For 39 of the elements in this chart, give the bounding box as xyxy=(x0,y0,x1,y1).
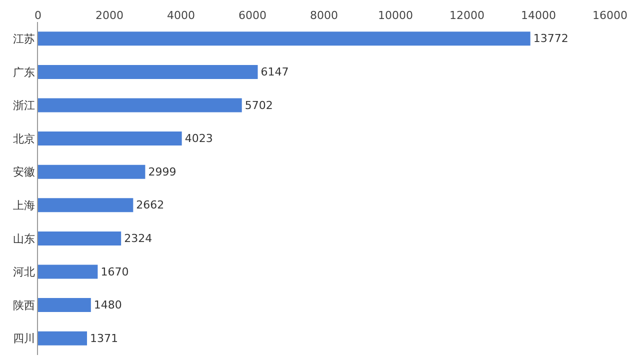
y-tick-label: 广东 xyxy=(12,66,35,79)
y-tick-label: 北京 xyxy=(12,132,35,146)
data-label: 1371 xyxy=(90,332,118,345)
data-label: 1480 xyxy=(94,298,122,312)
bar xyxy=(38,298,91,312)
y-tick-label: 陕西 xyxy=(12,298,35,312)
x-tick-label: 8000 xyxy=(310,8,338,22)
bar xyxy=(38,32,530,46)
bar xyxy=(38,198,134,212)
y-tick-label: 四川 xyxy=(12,332,35,346)
bar xyxy=(38,231,122,246)
y-tick-label: 江苏 xyxy=(12,32,35,46)
y-tick-label: 安徽 xyxy=(12,166,35,179)
data-label: 2999 xyxy=(148,165,176,178)
data-label: 5702 xyxy=(244,98,273,112)
y-tick-label: 上海 xyxy=(12,199,35,212)
x-tick-label: 4000 xyxy=(167,8,195,22)
y-tick-label: 河北 xyxy=(12,266,35,279)
bar xyxy=(38,64,258,79)
x-tick-label: 2000 xyxy=(96,8,124,22)
data-label: 2324 xyxy=(124,232,152,245)
data-label: 4023 xyxy=(184,132,213,146)
data-label: 13772 xyxy=(533,32,568,46)
x-tick-label: 16000 xyxy=(592,8,628,22)
bar xyxy=(38,331,88,346)
y-tick-label: 山东 xyxy=(12,232,35,246)
x-tick-label: 0 xyxy=(34,8,42,22)
y-tick-label: 浙江 xyxy=(12,99,35,112)
x-tick-label: 6000 xyxy=(238,8,266,22)
x-tick-label: 14000 xyxy=(521,8,556,22)
x-tick-label: 10000 xyxy=(378,8,413,22)
data-label: 2662 xyxy=(136,198,164,212)
bar xyxy=(38,98,242,112)
bar xyxy=(38,264,98,279)
data-label: 1670 xyxy=(100,265,129,278)
x-tick-label: 12000 xyxy=(450,8,484,22)
bar xyxy=(38,164,146,179)
data-label: 6147 xyxy=(260,65,289,78)
bar xyxy=(38,132,182,146)
